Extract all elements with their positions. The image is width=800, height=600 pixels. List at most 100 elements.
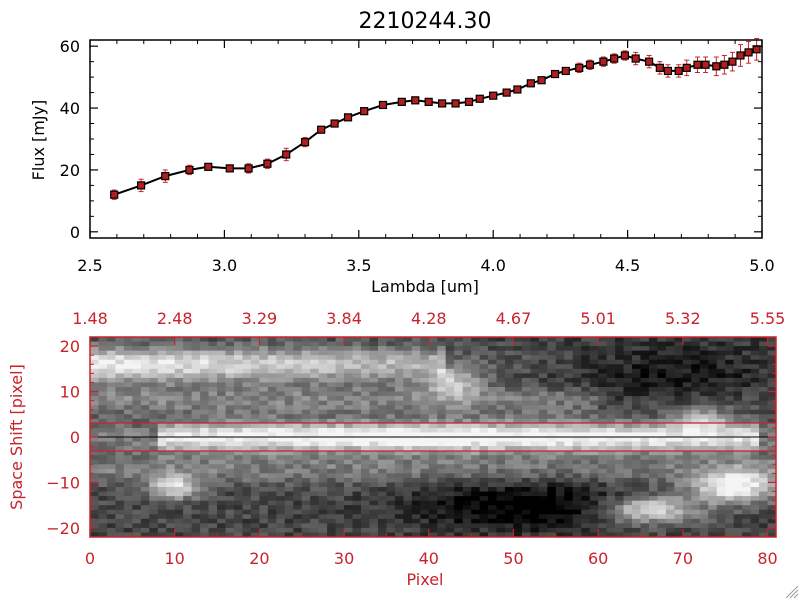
image-cell	[267, 377, 277, 383]
image-cell	[632, 523, 641, 529]
image-cell	[742, 437, 751, 442]
image-cell	[157, 418, 167, 424]
image-cell	[132, 387, 142, 392]
image-cell	[708, 350, 718, 356]
image-cell	[123, 373, 133, 379]
image-cell	[352, 427, 362, 433]
image-cell	[225, 364, 235, 370]
image-cell	[555, 373, 565, 379]
image-cell	[301, 437, 311, 442]
image-cell	[335, 364, 345, 370]
image-cell	[725, 359, 735, 365]
image-cell	[284, 437, 294, 442]
image-cell	[132, 527, 142, 533]
image-cell	[648, 523, 658, 529]
image-cell	[115, 446, 125, 452]
image-cell	[301, 373, 311, 379]
image-cell	[496, 432, 506, 438]
image-cell	[759, 414, 768, 420]
image-cell	[208, 427, 218, 433]
image-cell	[140, 418, 150, 424]
image-cell	[555, 500, 565, 506]
image-cell	[767, 350, 777, 356]
image-cell	[716, 523, 726, 529]
image-cell	[394, 468, 404, 474]
image-cell	[403, 414, 413, 420]
image-cell	[742, 373, 751, 379]
image-cell	[352, 432, 362, 438]
image-cell	[530, 391, 540, 397]
image-cell	[716, 527, 726, 533]
image-cell	[462, 509, 472, 515]
image-cell	[733, 523, 743, 529]
image-cell	[521, 341, 531, 347]
image-cell	[691, 496, 701, 502]
image-cell	[699, 350, 709, 356]
image-cell	[572, 491, 582, 497]
image-cell	[759, 405, 768, 411]
image-cell	[665, 373, 675, 379]
image-cell	[352, 477, 362, 483]
image-cell	[716, 532, 726, 538]
image-cell	[572, 514, 582, 520]
image-cell	[208, 459, 218, 465]
image-cell	[90, 350, 99, 356]
image-cell	[106, 368, 116, 374]
image-cell	[742, 341, 751, 347]
image-cell	[665, 427, 675, 433]
image-cell	[217, 450, 226, 456]
image-cell	[538, 477, 548, 483]
image-cell	[564, 414, 574, 420]
image-cell	[716, 391, 726, 397]
image-cell	[344, 350, 353, 356]
image-cell	[200, 505, 209, 511]
image-cell	[140, 387, 150, 392]
image-cell	[284, 337, 294, 342]
image-cell	[437, 423, 447, 429]
image-cell	[310, 414, 320, 420]
image-cell	[98, 364, 108, 370]
image-cell	[657, 418, 667, 424]
image-cell	[479, 382, 489, 388]
image-cell	[462, 405, 472, 411]
image-cell	[488, 514, 497, 520]
image-cell	[225, 414, 235, 420]
resize-grip-icon[interactable]	[785, 585, 799, 599]
image-cell	[716, 423, 726, 429]
image-cell	[572, 532, 582, 538]
image-cell	[750, 432, 760, 438]
image-cell	[504, 527, 514, 533]
image-cell	[106, 505, 116, 511]
image-cell	[674, 414, 684, 420]
image-cell	[183, 418, 193, 424]
image-cell	[538, 441, 548, 447]
image-cell	[665, 455, 675, 461]
image-cell	[699, 496, 709, 502]
image-cell	[386, 532, 396, 538]
image-cell	[149, 341, 159, 347]
image-cell	[191, 532, 201, 538]
image-cell	[386, 377, 396, 383]
image-cell	[98, 487, 108, 492]
image-cell	[183, 464, 193, 470]
image-cell	[759, 341, 768, 347]
image-cell	[327, 414, 337, 420]
data-point	[397, 97, 406, 106]
image-cell	[377, 532, 387, 538]
image-cell	[767, 368, 777, 374]
image-cell	[318, 455, 328, 461]
image-cell	[708, 527, 718, 533]
image-cell	[733, 355, 743, 361]
image-cell	[335, 523, 345, 529]
image-cell	[191, 409, 201, 415]
image-cell	[344, 405, 353, 411]
spatial-x-label: Pixel	[406, 570, 443, 589]
image-cell	[437, 355, 447, 361]
image-cell	[648, 427, 658, 433]
image-cell	[166, 527, 176, 533]
image-cell	[733, 387, 743, 392]
image-cell	[208, 391, 218, 397]
image-cell	[149, 400, 159, 406]
image-cell	[504, 368, 514, 374]
image-cell	[589, 532, 599, 538]
